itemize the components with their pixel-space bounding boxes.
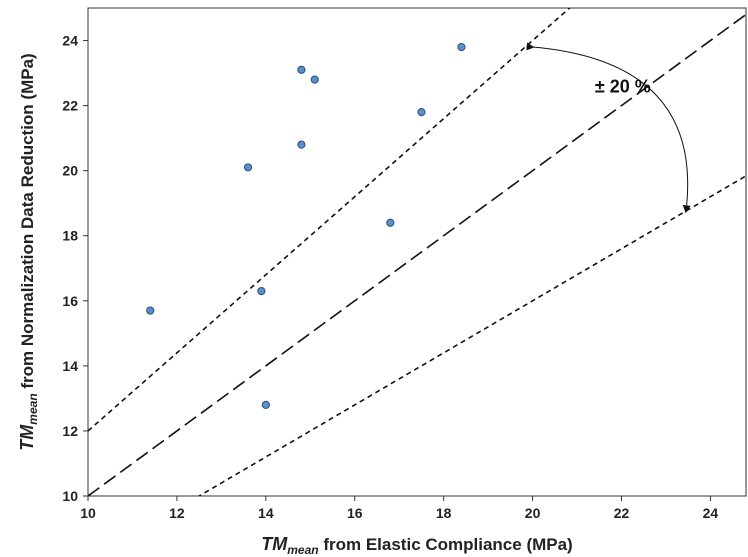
data-point xyxy=(417,108,426,117)
data-point xyxy=(146,306,155,315)
x-tick-label: 22 xyxy=(614,505,630,521)
x-tick-label: 16 xyxy=(347,505,363,521)
annotation-label: ± 20 % xyxy=(595,77,651,97)
data-point xyxy=(243,163,253,172)
reference-line-11 xyxy=(88,13,746,496)
data-point xyxy=(257,286,266,296)
reference-line-20 xyxy=(88,8,571,432)
y-axis-title: TMmean from Normalization Data Reduction… xyxy=(17,53,40,450)
y-tick-label: 18 xyxy=(62,228,78,244)
plot-frame xyxy=(87,7,747,497)
y-tick-label: 24 xyxy=(62,33,78,49)
data-point xyxy=(310,75,319,84)
x-tick-label: 14 xyxy=(258,505,274,521)
y-tick-label: 16 xyxy=(62,293,78,309)
y-tick-label: 12 xyxy=(62,423,78,439)
data-point xyxy=(297,140,306,149)
y-tick-label: 20 xyxy=(62,163,78,179)
reference-line-20 xyxy=(197,175,746,496)
x-tick-label: 20 xyxy=(525,505,541,521)
x-tick-label: 10 xyxy=(80,505,96,521)
data-point xyxy=(457,42,466,52)
data-point xyxy=(386,218,395,227)
y-tick-label: 22 xyxy=(62,98,78,114)
annotation-arrow xyxy=(526,42,691,214)
y-tick-label: 14 xyxy=(62,358,78,374)
x-tick-label: 12 xyxy=(169,505,185,521)
data-point xyxy=(261,400,270,410)
x-axis-title: TMmean from Elastic Compliance (MPa) xyxy=(261,534,572,557)
y-tick-label: 10 xyxy=(62,488,78,504)
x-tick-label: 24 xyxy=(703,505,719,521)
x-tick-label: 18 xyxy=(436,505,452,521)
data-point xyxy=(297,65,306,74)
